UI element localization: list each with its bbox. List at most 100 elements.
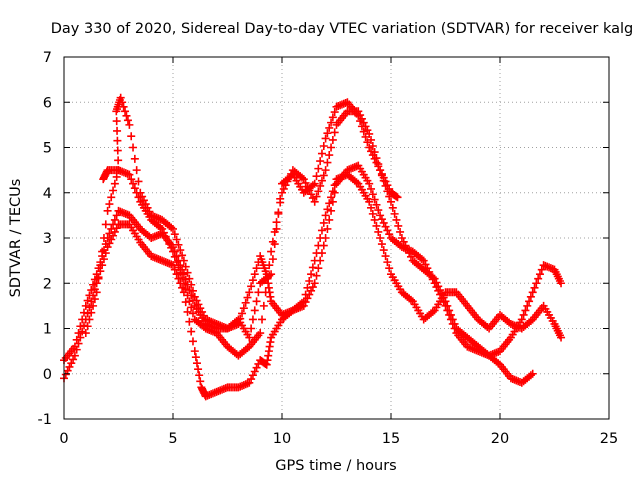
data-point	[325, 151, 334, 160]
data-point	[319, 218, 328, 227]
data-point	[198, 307, 207, 316]
data-point	[428, 273, 437, 282]
data-point	[185, 297, 194, 306]
data-point	[363, 138, 372, 147]
data-point	[310, 279, 319, 288]
data-point	[312, 192, 321, 201]
data-point	[145, 207, 154, 216]
y-tick-label: 1	[43, 322, 52, 338]
data-point	[370, 154, 379, 163]
data-point	[272, 218, 281, 227]
data-point	[301, 290, 310, 299]
data-point	[316, 157, 325, 166]
data-point	[92, 288, 101, 297]
data-point	[174, 240, 183, 249]
data-point	[179, 279, 188, 288]
data-point	[314, 187, 323, 196]
data-point	[356, 117, 365, 126]
data-point	[368, 141, 377, 150]
data-point	[247, 282, 256, 291]
data-point	[188, 286, 197, 295]
data-point	[176, 246, 185, 255]
data-point	[376, 234, 385, 242]
data-point	[419, 256, 428, 265]
data-point	[434, 282, 443, 291]
data-point	[188, 337, 197, 346]
data-point	[190, 292, 199, 301]
data-point	[172, 235, 181, 244]
data-point	[90, 295, 99, 304]
data-point	[314, 164, 323, 173]
data-point	[243, 293, 252, 302]
data-point	[450, 319, 459, 328]
data-point	[178, 283, 187, 292]
x-axis-label: GPS time / hours	[275, 458, 396, 474]
data-point	[267, 247, 276, 256]
data-point	[305, 276, 314, 285]
data-point	[445, 306, 454, 315]
data-point	[183, 268, 192, 277]
data-point	[159, 228, 168, 237]
data-point	[69, 355, 78, 364]
data-point	[170, 252, 179, 261]
data-point	[112, 224, 121, 233]
data-point	[390, 209, 399, 218]
data-point	[303, 283, 312, 292]
x-tick-label: 25	[600, 431, 618, 447]
data-point	[245, 333, 254, 342]
data-point	[194, 300, 203, 309]
data-point	[417, 255, 426, 264]
data-point	[109, 186, 118, 195]
data-point	[436, 286, 445, 295]
data-point	[365, 143, 374, 152]
data-point	[113, 126, 122, 135]
data-point	[98, 247, 107, 256]
data-point	[248, 315, 257, 324]
data-point	[167, 243, 176, 252]
data-point	[188, 309, 197, 318]
data-point	[254, 288, 263, 297]
data-point	[307, 190, 316, 199]
data-point	[114, 166, 123, 175]
data-point	[385, 184, 394, 193]
data-point	[316, 181, 325, 190]
data-point	[370, 195, 379, 204]
data-point	[401, 241, 410, 250]
data-point	[121, 107, 130, 116]
data-point	[308, 263, 317, 272]
data-point	[119, 102, 128, 111]
data-point	[178, 251, 187, 260]
data-point	[406, 252, 415, 261]
data-point	[176, 268, 185, 277]
data-point	[316, 234, 325, 242]
data-point	[181, 262, 190, 271]
data-point	[103, 206, 112, 215]
data-point	[196, 304, 205, 313]
data-point	[381, 222, 390, 231]
data-point	[170, 230, 179, 239]
data-point	[307, 270, 316, 279]
data-point	[517, 315, 526, 324]
data-point	[494, 359, 503, 368]
data-point	[190, 347, 199, 356]
data-point	[127, 175, 136, 184]
data-point	[265, 261, 274, 270]
chart-title: Day 330 of 2020, Sidereal Day-to-day VTE…	[51, 21, 634, 37]
data-point	[312, 249, 321, 258]
data-point	[250, 367, 259, 376]
data-point	[85, 303, 94, 312]
data-point	[381, 252, 390, 261]
data-point	[129, 179, 138, 188]
data-point	[368, 151, 377, 160]
data-point	[312, 172, 321, 181]
data-point	[250, 306, 259, 315]
data-point	[241, 298, 250, 307]
data-point	[156, 223, 165, 232]
data-point	[256, 329, 265, 338]
data-point	[323, 129, 332, 138]
data-point	[192, 296, 201, 305]
data-point	[143, 203, 152, 212]
data-point	[232, 316, 241, 325]
data-point	[327, 193, 336, 202]
data-point	[330, 188, 339, 197]
